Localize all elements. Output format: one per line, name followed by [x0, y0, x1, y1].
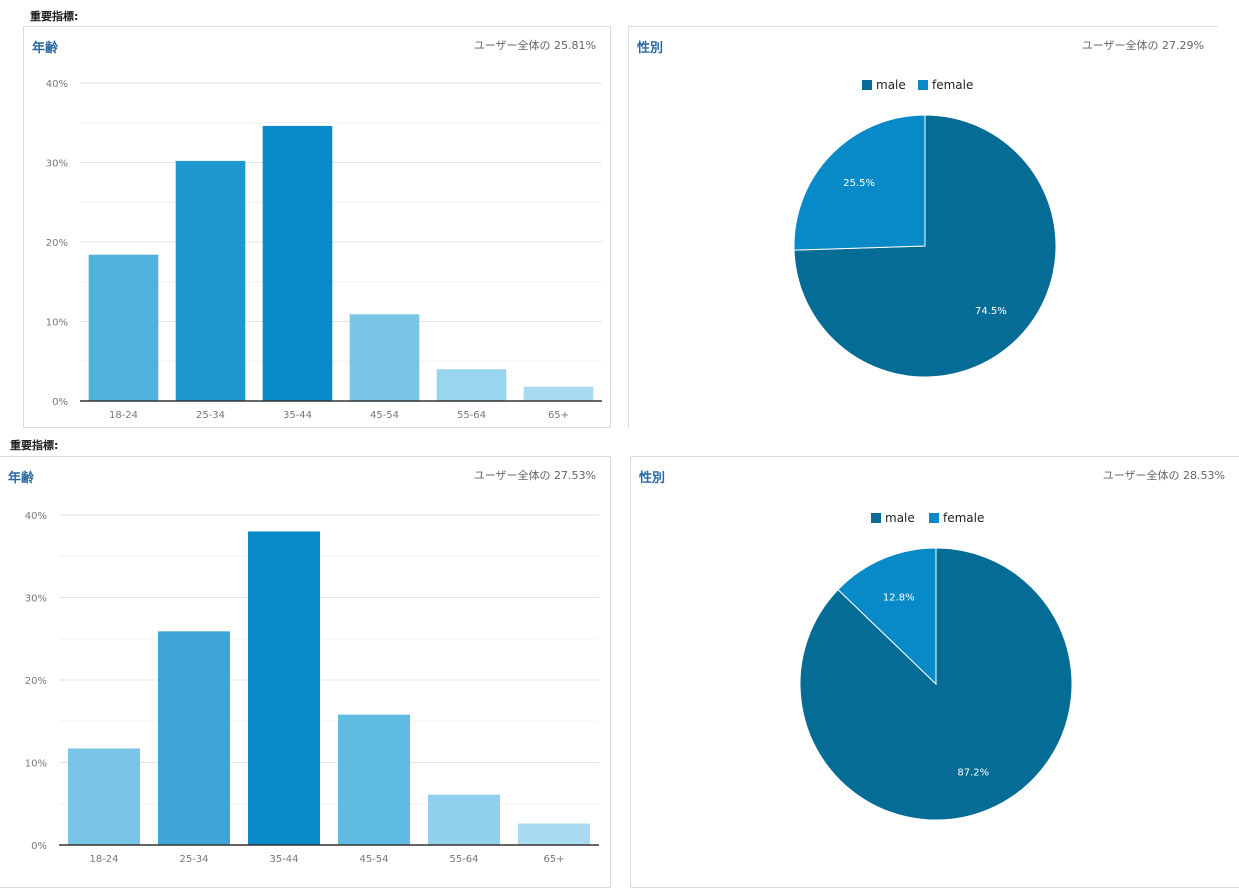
pie-slice-female[interactable] [837, 547, 937, 686]
age-bar-chart: 0% 10% 20% 30% 40% 18-24 25-34 35-44 45-54 55-64 6… [25, 511, 599, 865]
age-card-title: 年齢 [32, 41, 59, 56]
x-tick-label: 65+ [548, 410, 569, 421]
bar-55-64[interactable] [428, 794, 500, 845]
pie-value-label: 25.5% [843, 178, 875, 189]
x-tick-label: 25-34 [196, 410, 225, 421]
gender-pie-chart: male female 87.2% 12.8% [799, 511, 1073, 821]
bar-18-24[interactable] [68, 748, 140, 845]
y-tick-label: 40% [46, 79, 68, 90]
y-tick-label: 10% [46, 318, 68, 329]
gender-card: 性別 ユーザー全体の 27.29% male female 74.5% 25.5% [628, 26, 1218, 428]
pie-value-label: 12.8% [883, 592, 915, 603]
section-heading: 重要指標: [10, 439, 59, 452]
x-tick-label: 25-34 [179, 854, 208, 865]
y-tick-label: 0% [31, 841, 47, 852]
gender-card-title: 性別 [639, 471, 666, 486]
x-tick-label: 55-64 [449, 854, 478, 865]
x-tick-label: 18-24 [89, 854, 118, 865]
age-bar-chart: 0% 10% 20% 30% 40% 18-24 25-34 35-44 45-54 55-64 6… [46, 79, 602, 421]
gender-card-title: 性別 [637, 41, 664, 56]
bar-45-54[interactable] [338, 714, 410, 845]
x-tick-label: 65+ [543, 854, 564, 865]
y-tick-label: 10% [25, 759, 47, 770]
gender-card-subtitle: ユーザー全体の 28.53% [1102, 469, 1225, 482]
age-card-title: 年齢 [8, 471, 35, 486]
age-card: 年齢 ユーザー全体の 27.53% 0% 10% 20% 30% 40% 18-24 25-… [0, 456, 611, 888]
section-heading: 重要指標: [30, 10, 79, 23]
age-card-subtitle: ユーザー全体の 27.53% [473, 469, 596, 482]
age-card: 年齢 ユーザー全体の 25.81% 0% 10% 20% 30% 40% 18-24 25-… [23, 26, 611, 428]
x-tick-label: 45-54 [370, 410, 399, 421]
legend-label-female[interactable]: female [932, 78, 973, 92]
bar-45-54[interactable] [349, 314, 420, 401]
pie-value-label: 87.2% [957, 768, 989, 779]
y-tick-label: 20% [25, 676, 47, 687]
pie-slice-female[interactable] [793, 114, 926, 251]
gender-pie-chart: male female 74.5% 25.5% [793, 78, 1057, 378]
bar-25-34[interactable] [175, 160, 246, 401]
age-card-subtitle: ユーザー全体の 25.81% [473, 39, 596, 52]
y-tick-label: 0% [52, 397, 68, 408]
bar-35-44[interactable] [262, 125, 333, 402]
x-tick-label: 45-54 [359, 854, 388, 865]
x-tick-label: 35-44 [269, 854, 298, 865]
x-tick-label: 55-64 [457, 410, 486, 421]
x-tick-label: 18-24 [109, 410, 138, 421]
bar-65+[interactable] [518, 823, 590, 845]
gender-card: 性別 ユーザー全体の 28.53% male female 87.2% 12.8% [630, 456, 1239, 888]
gender-card-subtitle: ユーザー全体の 27.29% [1081, 39, 1204, 52]
y-tick-label: 30% [46, 159, 68, 170]
legend-label-male[interactable]: male [885, 511, 915, 525]
bar-55-64[interactable] [436, 369, 507, 401]
y-tick-label: 30% [25, 594, 47, 605]
bar-65+[interactable] [523, 386, 594, 401]
legend-label-female[interactable]: female [943, 511, 984, 525]
bar-25-34[interactable] [158, 631, 230, 845]
y-tick-label: 20% [46, 238, 68, 249]
x-tick-label: 35-44 [283, 410, 312, 421]
legend-swatch-male [871, 513, 881, 523]
bar-18-24[interactable] [88, 254, 159, 401]
pie-value-label: 74.5% [975, 306, 1007, 317]
legend-swatch-female [918, 80, 928, 90]
y-tick-label: 40% [25, 511, 47, 522]
legend-label-male[interactable]: male [876, 78, 906, 92]
legend-swatch-female [929, 513, 939, 523]
legend-swatch-male [862, 80, 872, 90]
bar-35-44[interactable] [248, 531, 320, 846]
